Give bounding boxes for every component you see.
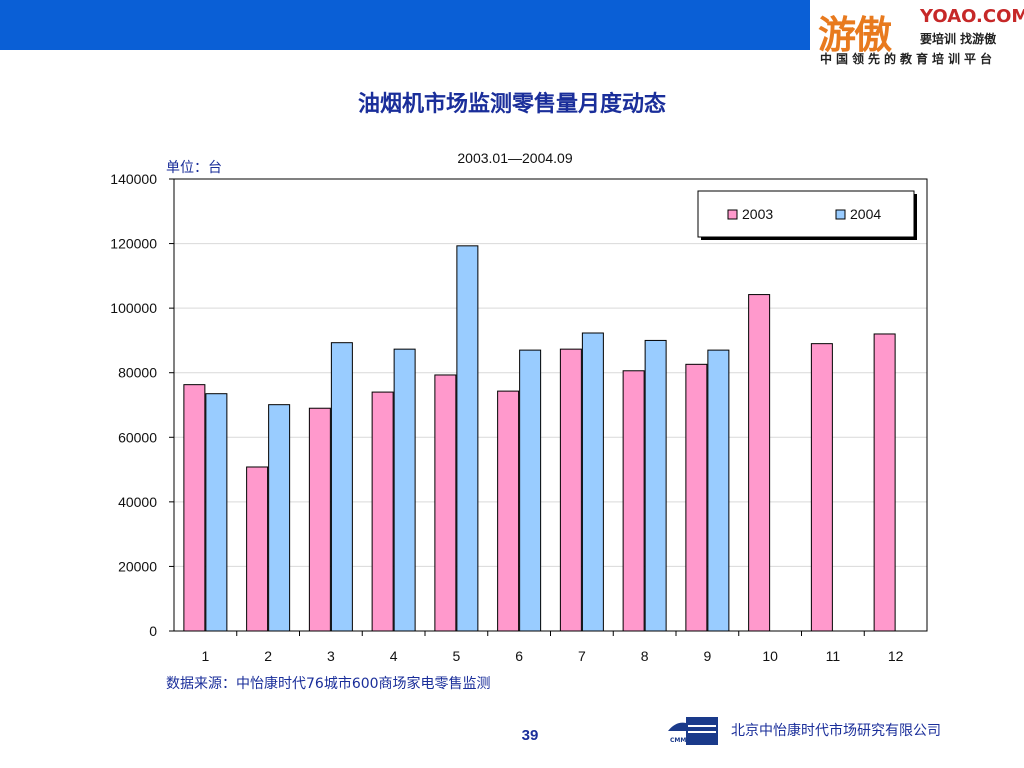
cmm-logo-icon: CMM xyxy=(668,717,718,745)
logo-slogan-text: 要培训 找游傲 xyxy=(920,32,997,46)
bar-2003-2 xyxy=(246,466,269,632)
y-axis-unit-label: 单位：台 xyxy=(166,160,222,176)
x-tick-label: 7 xyxy=(578,648,586,664)
bar-2004-4 xyxy=(393,348,416,632)
company-name: 北京中怡康时代市场研究有限公司 xyxy=(731,723,941,739)
x-tick-label: 8 xyxy=(641,648,649,664)
page-number: 39 xyxy=(521,727,539,744)
legend: 2003 2004 xyxy=(697,190,917,240)
chart-title: 油烟机市场监测零售量月度动态 xyxy=(357,92,666,117)
bar-2004-9 xyxy=(707,349,730,632)
bar-2004-5 xyxy=(456,245,479,632)
logo-tagline-text: 中国领先的教育培训平台 xyxy=(820,52,997,66)
x-tick-label: 6 xyxy=(515,648,523,664)
legend-swatch-2003 xyxy=(727,209,738,220)
yoao-logo: 游傲 YOAO.COM 要培训 找游傲 中国领先的教育培训平台 xyxy=(810,0,1024,70)
bar-2004-6 xyxy=(519,349,542,632)
bar-2004-2 xyxy=(268,404,291,632)
x-tick-label: 3 xyxy=(327,648,335,664)
chart-subtitle: 2003.01—2004.09 xyxy=(457,150,573,166)
bar-2003-7 xyxy=(559,348,582,632)
y-tick-label: 60000 xyxy=(118,429,157,445)
x-tick-label: 4 xyxy=(390,648,398,664)
bar-2003-8 xyxy=(622,370,645,632)
x-tick-label: 2 xyxy=(264,648,272,664)
x-tick-label: 9 xyxy=(703,648,711,664)
bars xyxy=(183,245,896,632)
legend-swatch-2004 xyxy=(835,209,846,220)
y-tick-label: 140000 xyxy=(110,171,157,187)
bar-2003-5 xyxy=(434,374,457,632)
bar-2003-6 xyxy=(497,390,520,632)
y-tick-label: 120000 xyxy=(110,236,157,252)
logo-domain-text: YOAO.COM xyxy=(920,6,1024,27)
header-band xyxy=(0,0,810,50)
bar-2003-9 xyxy=(685,363,708,632)
bar-2004-3 xyxy=(330,342,353,632)
x-tick-label: 1 xyxy=(201,648,209,664)
bar-2003-10 xyxy=(748,294,771,632)
bar-2003-12 xyxy=(873,333,896,632)
legend-label-2004: 2004 xyxy=(850,206,881,222)
y-tick-label: 20000 xyxy=(118,558,157,574)
bar-2003-1 xyxy=(183,384,206,632)
cmm-logo-text: CMM xyxy=(670,737,686,744)
axes: 0 20000 40000 60000 80000 100000 120000 140000 1… xyxy=(110,171,928,664)
y-tick-label: 40000 xyxy=(118,494,157,510)
legend-label-2003: 2003 xyxy=(742,206,773,222)
bar-2004-7 xyxy=(581,332,604,632)
bar-2003-3 xyxy=(308,407,331,632)
x-tick-label: 11 xyxy=(826,648,841,664)
bar-2003-11 xyxy=(810,343,833,632)
y-tick-label: 100000 xyxy=(110,300,157,316)
bar-2004-8 xyxy=(644,339,667,632)
y-tick-label: 80000 xyxy=(118,365,157,381)
bar-2003-4 xyxy=(371,391,394,632)
x-tick-label: 5 xyxy=(452,648,460,664)
logo-main-text: 游傲 xyxy=(818,13,892,57)
x-tick-label: 12 xyxy=(888,648,904,664)
data-source-note: 数据来源：中怡康时代76城市600商场家电零售监测 xyxy=(166,676,491,692)
x-tick-label: 10 xyxy=(762,648,778,664)
bar-2004-1 xyxy=(205,393,228,632)
y-tick-label: 0 xyxy=(149,623,157,639)
